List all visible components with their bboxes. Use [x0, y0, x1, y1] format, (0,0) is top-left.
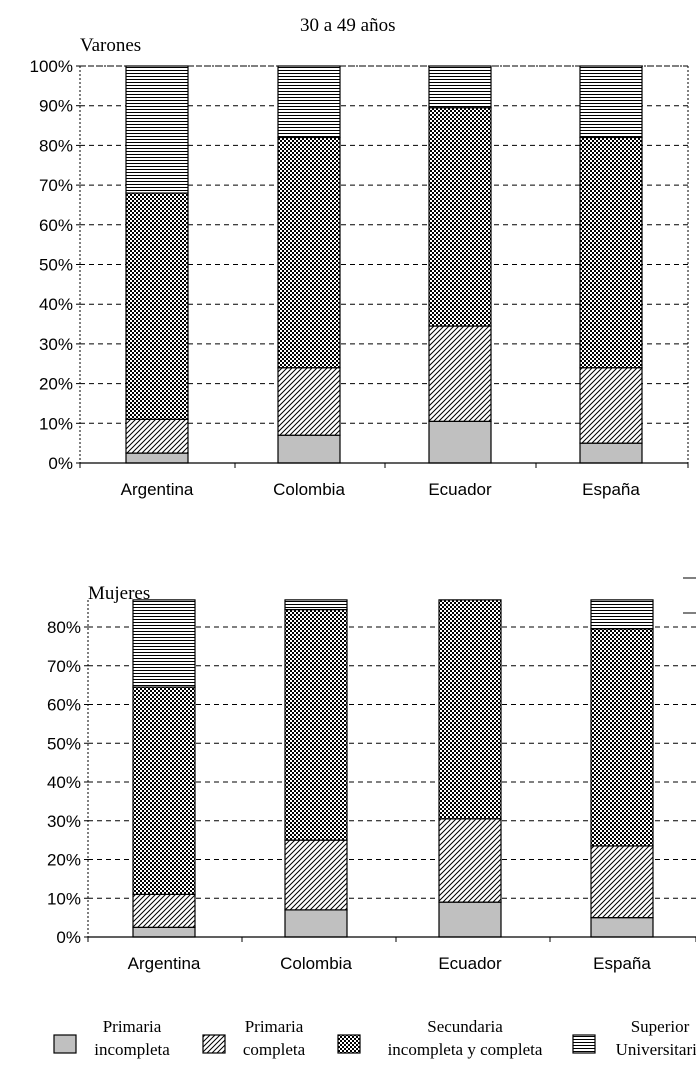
legend-swatch	[572, 1034, 596, 1054]
bar-segment	[125, 418, 189, 454]
y-tick-label: 80%	[47, 618, 81, 637]
bar-segment	[428, 420, 492, 464]
bar-segment	[132, 893, 196, 928]
bar-segment	[438, 818, 502, 903]
x-tick-label: Argentina	[128, 954, 201, 973]
chart-title-mujeres: Mujeres	[88, 583, 150, 604]
legend-swatch	[53, 1034, 77, 1054]
bar-segment	[590, 845, 654, 919]
y-tick-label: 40%	[39, 295, 73, 314]
page-title: 30 a 49 años	[300, 15, 396, 36]
y-tick-label: 60%	[39, 216, 73, 235]
legend: Primaria incompleta Primaria completa Secund…	[53, 1017, 696, 1059]
bar-segment	[428, 65, 492, 109]
legend-label: incompleta	[94, 1040, 170, 1059]
legend-label: Secundaria	[427, 1017, 503, 1036]
bar-segment	[579, 136, 643, 369]
y-tick-label: 70%	[39, 176, 73, 195]
y-tick-label: 20%	[39, 375, 73, 394]
y-tick-label: 60%	[47, 696, 81, 715]
bar-segment	[579, 442, 643, 464]
bar-segment	[277, 65, 341, 139]
y-tick-label: 10%	[39, 414, 73, 433]
legend-label: Primaria	[245, 1017, 304, 1036]
x-tick-label: Colombia	[273, 480, 345, 499]
bar-segment	[590, 917, 654, 938]
x-tick-label: Ecuador	[438, 954, 502, 973]
y-tick-label: 30%	[47, 812, 81, 831]
x-tick-label: Argentina	[121, 480, 194, 499]
bar-segment	[284, 909, 348, 938]
bar-segment	[125, 192, 189, 420]
bar-segment	[428, 107, 492, 327]
legend-label: Superior	[631, 1017, 690, 1036]
y-tick-label: 100%	[30, 57, 73, 76]
chart-title-varones: Varones	[80, 35, 141, 56]
y-tick-label: 0%	[56, 928, 81, 947]
bar-segment	[132, 599, 196, 688]
bar-segment	[579, 65, 643, 139]
bar-segment	[277, 136, 341, 369]
bar-segment	[590, 628, 654, 847]
bar-segment	[132, 686, 196, 895]
bar-segment	[428, 325, 492, 422]
bar-segment	[284, 599, 348, 611]
y-tick-label: 40%	[47, 773, 81, 792]
bar-segment	[125, 65, 189, 194]
legend-label: Universitaria	[616, 1040, 696, 1059]
bar-segment	[438, 599, 502, 820]
chart-mujeres: 0% 10% 20% 30% 40% 50% 60% 70% 80% Argentina Colom…	[47, 599, 696, 973]
y-tick-label: 70%	[47, 657, 81, 676]
x-tick-label: España	[582, 480, 640, 499]
bar-segment	[284, 608, 348, 841]
legend-label: incompleta y completa	[388, 1040, 543, 1059]
bar-segment	[284, 839, 348, 911]
legend-swatch	[202, 1034, 226, 1054]
y-tick-label: 80%	[39, 136, 73, 155]
x-tick-label: Colombia	[280, 954, 352, 973]
legend-label: completa	[243, 1040, 306, 1059]
bar-segment	[277, 367, 341, 436]
y-tick-label: 0%	[48, 454, 73, 473]
chart-varones: 0% 10% 20% 30% 40% 50% 60% 70% 80% 90% 100% Argenti…	[30, 57, 689, 499]
y-tick-label: 10%	[47, 889, 81, 908]
y-tick-label: 50%	[39, 256, 73, 275]
bar-segment	[125, 452, 189, 464]
y-tick-label: 20%	[47, 851, 81, 870]
bar-segment	[579, 367, 643, 444]
bar-segment	[277, 434, 341, 464]
bar-segment	[438, 901, 502, 938]
x-tick-label: Ecuador	[428, 480, 492, 499]
legend-label: Primaria	[103, 1017, 162, 1036]
y-tick-label: 30%	[39, 335, 73, 354]
y-tick-label: 90%	[39, 97, 73, 116]
y-tick-label: 50%	[47, 734, 81, 753]
bar-segment	[590, 599, 654, 630]
x-tick-label: España	[593, 954, 651, 973]
bar-segment	[132, 926, 196, 938]
legend-swatch	[337, 1034, 361, 1054]
